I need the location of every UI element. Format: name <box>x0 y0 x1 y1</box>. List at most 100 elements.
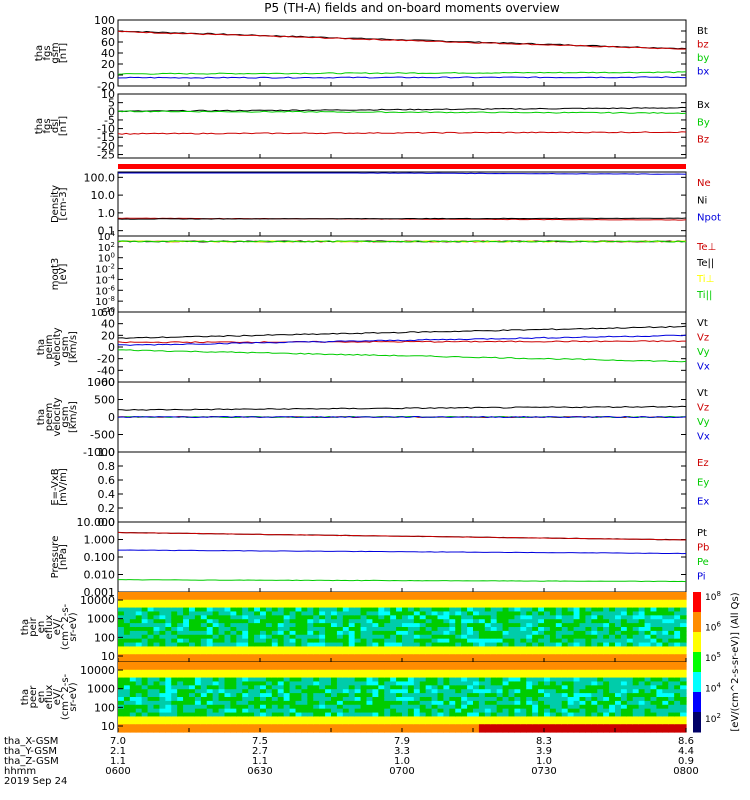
heatmap-cell <box>230 607 237 613</box>
heatmap-cell <box>538 607 545 613</box>
heatmap-cell <box>626 630 634 636</box>
heatmap-cell <box>638 665 646 671</box>
heatmap-cell <box>366 704 374 710</box>
heatmap-cell <box>461 704 468 710</box>
heatmap-cell <box>295 681 303 686</box>
heatmap-cell <box>461 728 468 733</box>
heatmap-cell <box>561 599 569 605</box>
heatmap-cell <box>384 615 391 620</box>
heatmap-cell <box>236 646 243 651</box>
heatmap-cell <box>165 693 172 698</box>
heatmap-cell <box>265 724 273 729</box>
heatmap-cell <box>644 646 652 651</box>
heatmap-cell <box>200 662 208 667</box>
heatmap-cell <box>579 700 587 706</box>
heatmap-cell <box>544 638 551 644</box>
heatmap-cell <box>603 611 610 616</box>
heatmap-cell <box>567 642 575 648</box>
heatmap-cell <box>194 599 202 605</box>
heatmap-cell <box>218 603 226 609</box>
heatmap-cell <box>449 642 456 648</box>
heatmap-cell <box>183 650 190 655</box>
heatmap-cell <box>532 689 539 694</box>
heatmap-cell <box>514 728 521 733</box>
heatmap-cell <box>514 611 521 616</box>
heatmap-cell <box>597 642 604 648</box>
heatmap-cell <box>283 592 291 597</box>
heatmap-cell <box>307 638 314 644</box>
heatmap-cell <box>603 669 610 675</box>
heatmap-cell <box>638 728 646 733</box>
heatmap-cell <box>514 704 521 710</box>
heatmap-cell <box>573 603 581 609</box>
heatmap-cell <box>384 700 391 706</box>
heatmap-cell <box>301 619 308 624</box>
heatmap-cell <box>307 693 314 698</box>
heatmap-cell <box>254 623 261 628</box>
heatmap-cell <box>396 662 403 667</box>
heatmap-cell <box>650 607 658 613</box>
heatmap-cell <box>449 658 456 663</box>
heatmap-cell <box>674 603 681 609</box>
heatmap-cell <box>496 728 504 733</box>
heatmap-cell <box>567 627 575 632</box>
heatmap-cell <box>135 677 143 683</box>
heatmap-cell <box>532 665 539 671</box>
heatmap-cell <box>626 662 634 667</box>
heatmap-cell <box>674 685 681 690</box>
heatmap-cell <box>544 599 551 605</box>
heatmap-cell <box>514 658 521 663</box>
heatmap-cell <box>431 592 439 597</box>
heatmap-cell <box>461 654 468 659</box>
heatmap-cell <box>597 693 604 698</box>
heatmap-cell <box>183 627 190 632</box>
heatmap-cell <box>573 595 581 601</box>
heatmap-cell <box>526 700 533 706</box>
heatmap-cell <box>254 642 261 648</box>
heatmap-cell <box>455 728 462 733</box>
heatmap-cell <box>674 716 681 721</box>
heatmap-cell <box>295 704 303 710</box>
heatmap-cell <box>449 599 456 605</box>
heatmap-cell <box>218 646 226 651</box>
heatmap-cell <box>473 712 480 718</box>
heatmap-cell <box>212 724 220 729</box>
heatmap-cell <box>508 704 516 710</box>
heatmap-cell <box>212 712 220 718</box>
heatmap-cell <box>591 681 598 686</box>
heatmap-cell <box>129 685 137 690</box>
heatmap-cell <box>674 642 681 648</box>
heatmap-cell <box>419 669 427 675</box>
heatmap-cell <box>615 615 622 620</box>
heatmap-cell <box>561 634 569 640</box>
heatmap-cell <box>177 650 184 655</box>
heatmap-cell <box>407 677 415 683</box>
heatmap-cell <box>265 700 273 706</box>
heatmap-cell <box>277 592 285 597</box>
y-axis-label: [nPa] <box>58 544 69 570</box>
heatmap-cell <box>230 704 237 710</box>
heatmap-cell <box>490 630 498 636</box>
heatmap-cell <box>467 681 474 686</box>
heatmap-cell <box>419 650 427 655</box>
heatmap-cell <box>325 700 332 706</box>
heatmap-cell <box>260 623 267 628</box>
heatmap-cell <box>289 728 297 733</box>
heatmap-cell <box>644 599 652 605</box>
heatmap-cell <box>638 623 646 628</box>
heatmap-cell <box>402 638 409 644</box>
heatmap-cell <box>384 630 391 636</box>
heatmap-cell <box>455 634 462 640</box>
heatmap-cell <box>396 638 403 644</box>
heatmap-cell <box>342 689 350 694</box>
heatmap-cell <box>307 681 314 686</box>
heatmap-cell <box>230 689 237 694</box>
heatmap-cell <box>467 611 474 616</box>
heatmap-cell <box>147 623 155 628</box>
heatmap-cell <box>419 603 427 609</box>
heatmap-cell <box>490 712 498 718</box>
heatmap-cell <box>638 603 646 609</box>
heatmap-cell <box>118 623 125 628</box>
series-line <box>118 334 687 346</box>
heatmap-cell <box>680 623 687 628</box>
